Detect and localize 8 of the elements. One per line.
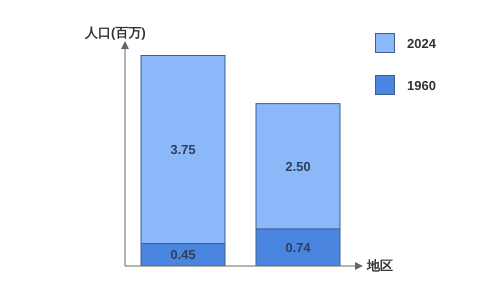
data-label: 3.75 — [170, 142, 196, 157]
y-axis-title: 人口(百万) — [85, 24, 146, 42]
data-label: 2.50 — [285, 158, 311, 174]
data-label: 0.45 — [170, 247, 196, 262]
legend-label: 2024 — [407, 36, 436, 50]
data-label: 0.74 — [285, 240, 312, 255]
legend-label: 1960 — [407, 78, 436, 92]
x-axis-title: 地区 — [367, 257, 393, 275]
